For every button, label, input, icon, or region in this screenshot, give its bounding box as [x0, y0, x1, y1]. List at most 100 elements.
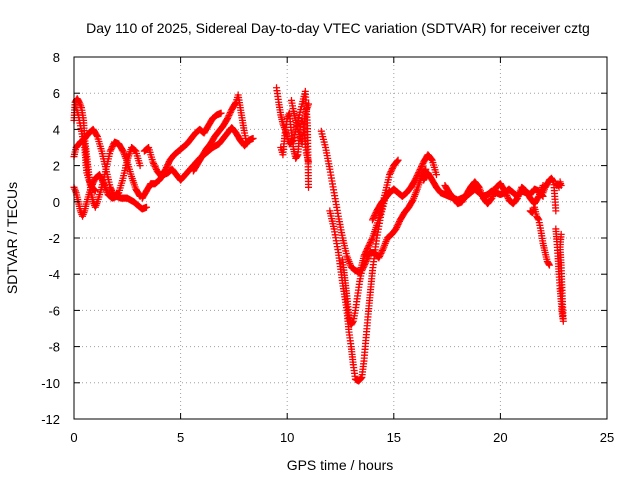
y-tick-label: -10 [41, 376, 60, 391]
data-point [375, 254, 383, 262]
data-point [557, 182, 565, 190]
data-point-interp [386, 169, 394, 177]
data-point-interp [427, 155, 435, 163]
data-point-interp [365, 242, 373, 250]
data-point-interp [501, 188, 509, 196]
data-point-interp [369, 214, 377, 222]
data-point-interp [376, 252, 384, 260]
chart-title: Day 110 of 2025, Sidereal Day-to-day VTE… [86, 20, 590, 36]
data-point [545, 261, 553, 269]
data-point-interp [363, 246, 371, 254]
data-point [217, 109, 225, 117]
data-point-interp [378, 246, 386, 254]
data-point [411, 176, 419, 184]
data-point-interp [371, 211, 379, 219]
data-point-interp [534, 215, 542, 223]
x-tick-label: 20 [493, 430, 507, 445]
data-point-interp [164, 161, 172, 169]
data-point-interp [394, 220, 402, 228]
data-point-interp [377, 249, 385, 257]
data-point [392, 225, 400, 233]
x-tick-label: 0 [70, 430, 77, 445]
data-point-interp [376, 251, 384, 259]
data-point-interp [413, 173, 421, 181]
data-point-interp [361, 259, 369, 267]
y-tick-label: -2 [48, 231, 60, 246]
data-point-interp [108, 143, 116, 151]
data-point [149, 158, 157, 166]
data-point-interp [371, 210, 379, 218]
data-point [432, 171, 440, 179]
data-point-interp [108, 188, 116, 196]
data-point [106, 147, 114, 155]
data-point [415, 167, 423, 175]
data-point-interp [360, 262, 368, 270]
data-point-interp [363, 256, 371, 264]
data-point-interp [118, 146, 126, 154]
data-point-interp [387, 168, 395, 176]
data-point-interp [293, 152, 301, 160]
y-tick-label: 6 [53, 86, 60, 101]
data-point [142, 203, 150, 211]
axis-ticks [73, 56, 608, 420]
data-point-interp [417, 164, 425, 172]
data-point-interp [226, 109, 234, 117]
data-point-interp [108, 144, 116, 152]
x-tick-label: 25 [600, 430, 614, 445]
data-point-interp [362, 248, 370, 256]
data-point-interp [393, 157, 401, 165]
data-point-interp [359, 265, 367, 273]
data-point-interp [108, 186, 116, 194]
data-point-interp [349, 318, 357, 326]
data-point-interp [364, 253, 372, 261]
data-point-interp [368, 236, 376, 244]
data-point-interp [150, 161, 158, 169]
data-point-interp [163, 162, 171, 170]
data-point-interp [359, 264, 367, 272]
data-point-interp [361, 261, 369, 269]
data-points [70, 84, 567, 385]
data-point [386, 171, 394, 179]
data-point [557, 230, 565, 238]
data-point-interp [366, 239, 374, 247]
data-point-interp [165, 159, 173, 167]
data-point-interp [388, 166, 396, 174]
x-tick-label: 15 [387, 430, 401, 445]
data-point-interp [378, 248, 386, 256]
data-point [552, 207, 560, 215]
data-point-interp [393, 223, 401, 231]
data-point-interp [416, 166, 424, 174]
data-point-interp [366, 240, 374, 248]
data-point-interp [393, 222, 401, 230]
y-tick-label: 0 [53, 195, 60, 210]
data-point-interp [225, 112, 233, 120]
data-point-interp [502, 190, 510, 198]
data-point [249, 134, 257, 142]
data-point-interp [418, 163, 426, 171]
data-point-interp [150, 159, 158, 167]
data-point-interp [413, 172, 421, 180]
y-tick-label: -8 [48, 340, 60, 355]
x-tick-label: 5 [177, 430, 184, 445]
data-point [501, 187, 509, 195]
data-point-interp [414, 170, 422, 178]
data-point-interp [107, 146, 115, 154]
data-point-interp [388, 165, 396, 173]
data-point-interp [226, 110, 234, 118]
data-point-interp [152, 164, 160, 172]
data-point [243, 140, 251, 148]
data-point [224, 115, 232, 123]
data-point [394, 156, 402, 164]
y-tick-label: -6 [48, 303, 60, 318]
y-tick-label: 4 [53, 122, 60, 137]
data-point-interp [395, 219, 403, 227]
y-axis-label: SDTVAR / TECUs [4, 182, 20, 294]
y-tick-label: 8 [53, 50, 60, 65]
data-point-interp [412, 175, 420, 183]
data-point-interp [364, 255, 372, 263]
data-point-interp [96, 172, 104, 180]
data-point-interp [364, 245, 372, 253]
y-tick-label: 2 [53, 159, 60, 174]
data-point-interp [107, 185, 115, 193]
